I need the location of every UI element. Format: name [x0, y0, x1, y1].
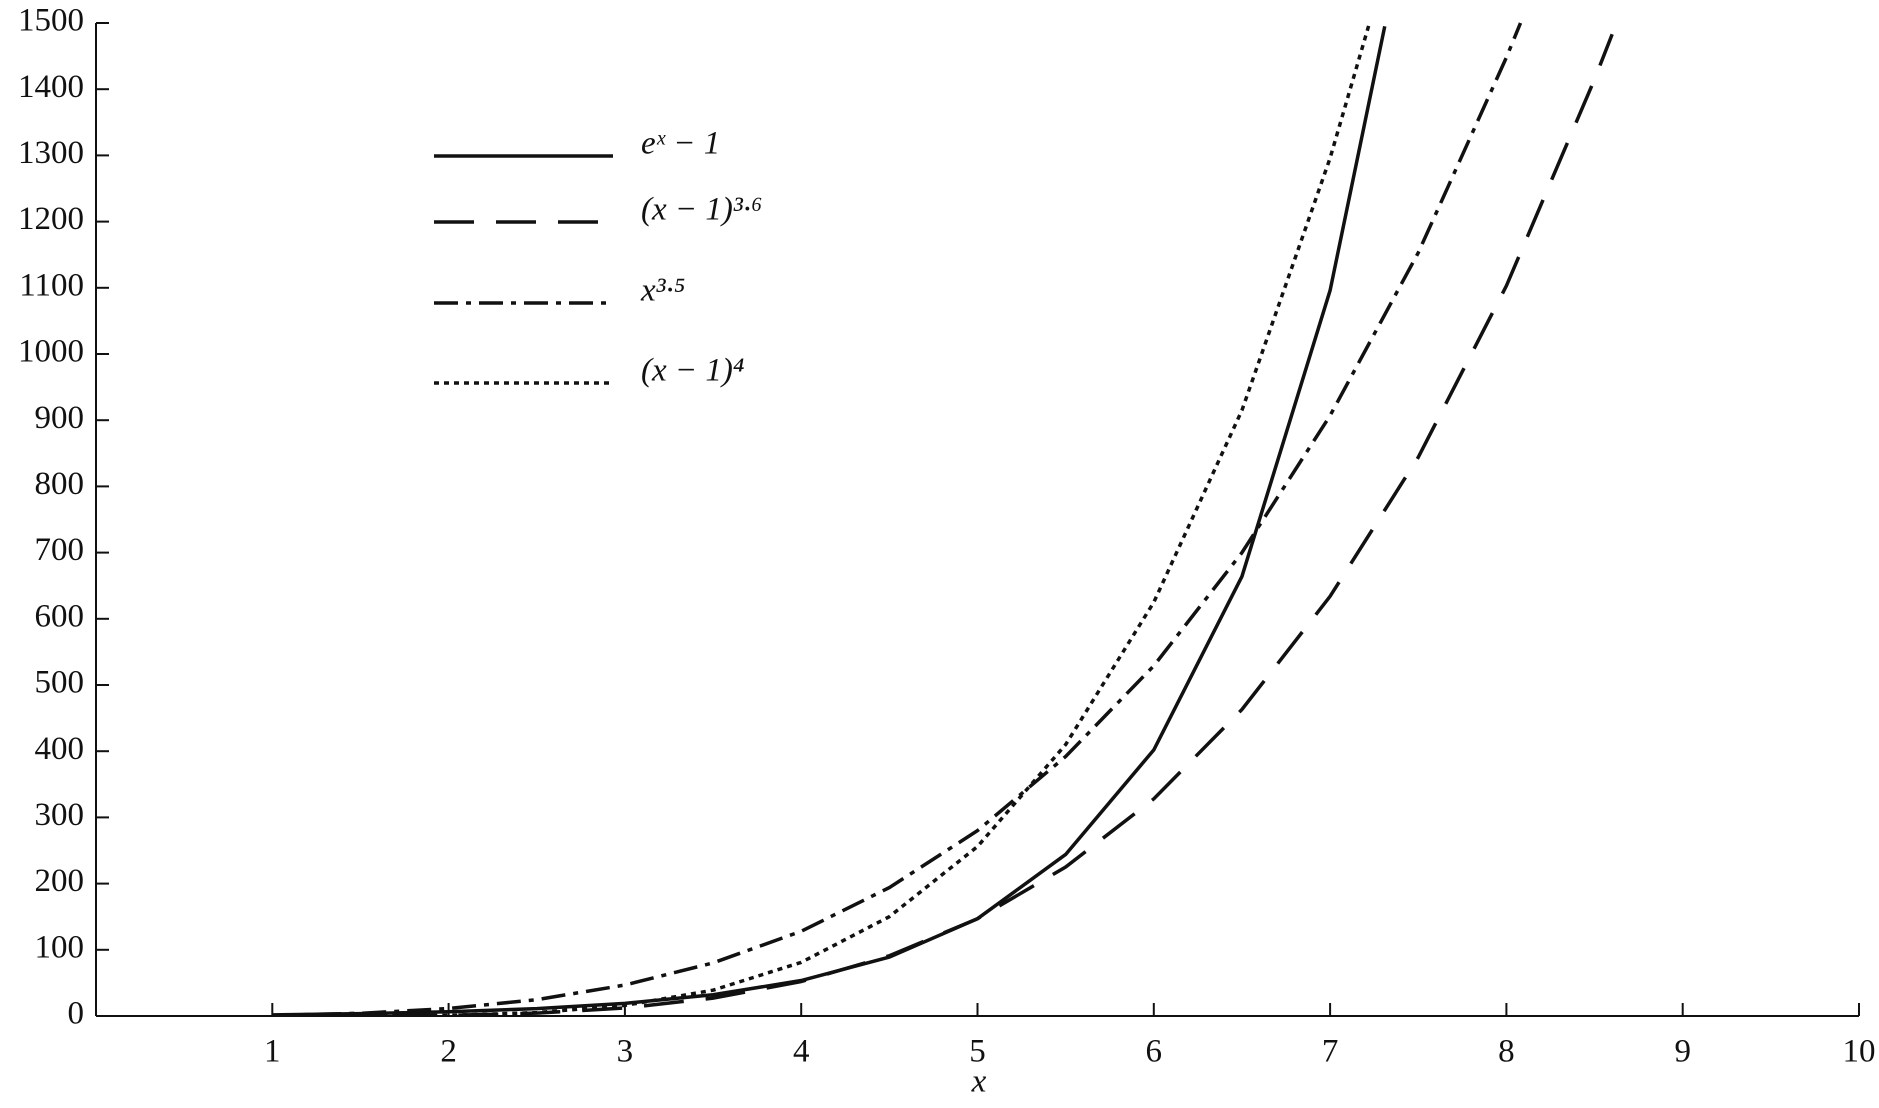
x-tick-label: 3: [617, 1034, 634, 1070]
y-tick-label: 1500: [18, 3, 84, 39]
y-tick-label: 300: [35, 797, 85, 833]
y-tick-label: 600: [35, 598, 85, 634]
y-tick-label: 500: [35, 665, 85, 701]
x-tick-label: 4: [793, 1034, 810, 1070]
x-tick-label: 1: [264, 1034, 281, 1070]
legend-label: eˣ − 1: [641, 126, 720, 162]
series-line: [272, 24, 1371, 1016]
y-tick-label: 900: [35, 400, 85, 436]
y-tick-label: 1000: [18, 334, 84, 370]
series-line: [272, 33, 1614, 1016]
x-axis-label: x: [971, 1064, 987, 1100]
x-tick-label: 6: [1146, 1034, 1163, 1070]
y-tick-label: 200: [35, 863, 85, 899]
y-tick-label: 100: [35, 929, 85, 965]
y-tick-label: 0: [68, 996, 85, 1032]
y-tick-label: 1200: [18, 201, 84, 237]
y-tick-label: 800: [35, 466, 85, 502]
x-tick-label: 5: [969, 1034, 986, 1070]
y-tick-label: 1400: [18, 69, 84, 105]
y-tick-label: 1300: [18, 135, 84, 171]
x-tick-label: 9: [1674, 1034, 1691, 1070]
legend-label: x³·⁵: [640, 273, 685, 309]
y-tick-label: 700: [35, 532, 85, 568]
legend-label: (x − 1)³·⁶: [641, 192, 763, 228]
y-tick-label: 1100: [19, 267, 84, 303]
series-line: [272, 25, 1387, 1016]
series-line: [272, 22, 1523, 1016]
x-tick-label: 7: [1322, 1034, 1339, 1070]
y-tick-label: 400: [35, 731, 85, 767]
x-tick-label: 8: [1498, 1034, 1515, 1070]
x-tick-label: 2: [440, 1034, 457, 1070]
legend-label: (x − 1)⁴: [641, 353, 744, 389]
x-tick-label: 10: [1843, 1034, 1876, 1070]
